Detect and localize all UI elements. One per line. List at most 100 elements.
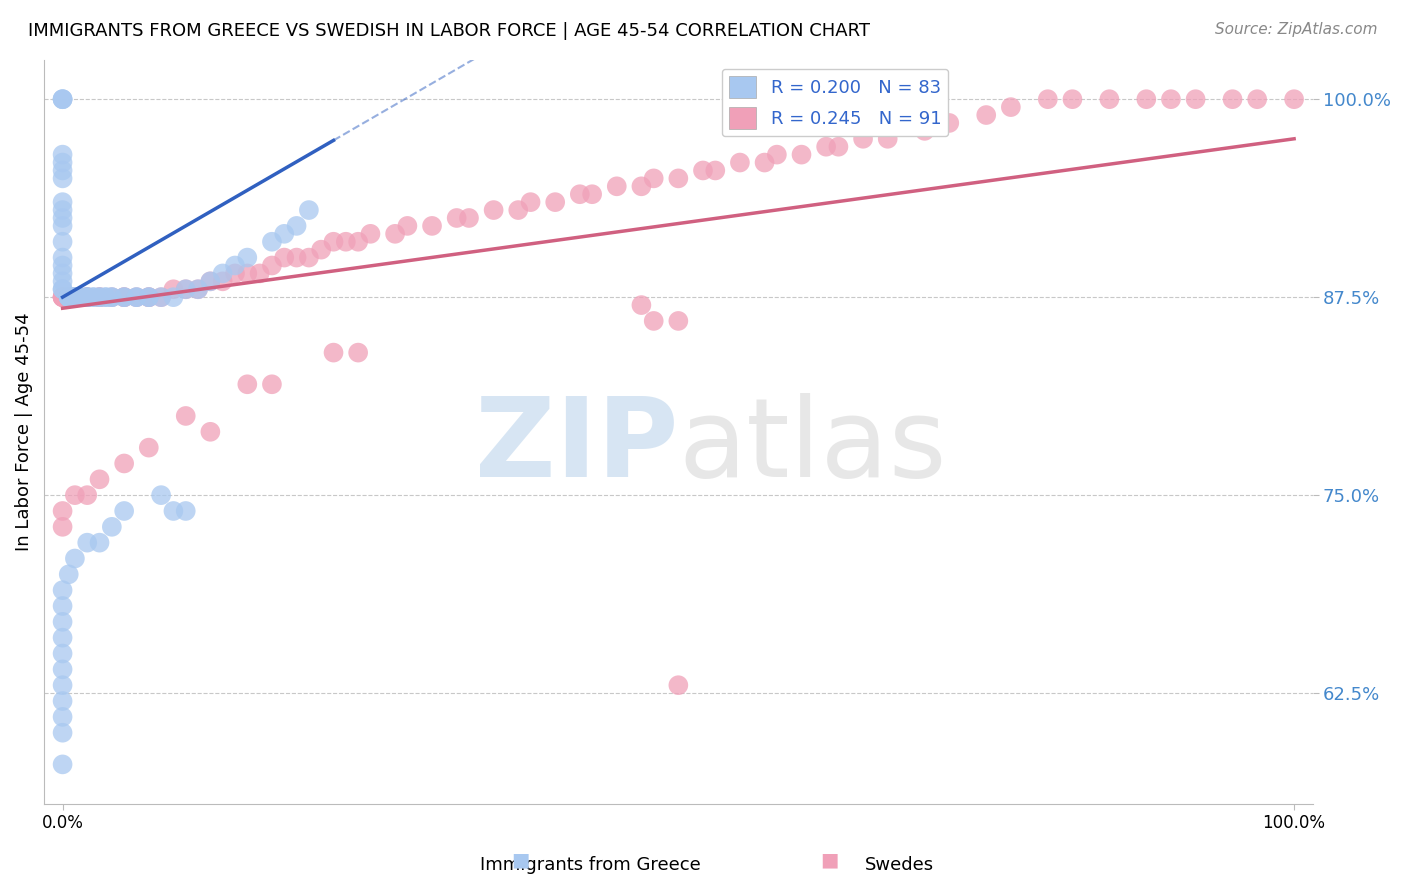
Point: [162, 504, 184, 518]
Point: [150, 488, 173, 502]
Point: [384, 227, 406, 241]
Point: [52, 251, 75, 265]
Point: [52, 583, 75, 598]
Point: [260, 377, 283, 392]
Point: [52, 267, 75, 281]
Point: [89, 290, 111, 304]
Point: [1184, 92, 1206, 106]
Point: [52, 290, 75, 304]
Text: ■: ■: [820, 851, 839, 870]
Point: [211, 267, 233, 281]
Point: [76, 535, 98, 549]
Point: [508, 202, 530, 217]
Point: [89, 290, 111, 304]
Point: [52, 92, 75, 106]
Point: [52, 290, 75, 304]
Point: [58, 290, 80, 304]
Point: [82, 290, 104, 304]
Point: [200, 425, 222, 439]
Point: [70, 290, 93, 304]
Point: [1062, 92, 1084, 106]
Point: [519, 195, 541, 210]
Point: [150, 290, 173, 304]
Point: [63, 290, 86, 304]
Point: [150, 290, 173, 304]
Point: [58, 290, 80, 304]
Point: [125, 290, 148, 304]
Point: [458, 211, 481, 225]
Point: [52, 235, 75, 249]
Point: [63, 290, 86, 304]
Point: [236, 377, 259, 392]
Point: [63, 551, 86, 566]
Point: [58, 290, 80, 304]
Point: [815, 139, 838, 153]
Point: [94, 290, 117, 304]
Point: [1160, 92, 1182, 106]
Point: [914, 124, 936, 138]
Point: [66, 290, 89, 304]
Point: [704, 163, 727, 178]
Point: [211, 274, 233, 288]
Point: [58, 290, 80, 304]
Point: [101, 290, 124, 304]
Point: [70, 290, 93, 304]
Point: [606, 179, 628, 194]
Point: [112, 290, 135, 304]
Point: [112, 290, 135, 304]
Text: Source: ZipAtlas.com: Source: ZipAtlas.com: [1215, 22, 1378, 37]
Point: [66, 290, 89, 304]
Point: [76, 290, 98, 304]
Point: [298, 251, 321, 265]
Point: [544, 195, 567, 210]
Point: [76, 290, 98, 304]
Point: [63, 290, 86, 304]
Point: [876, 132, 898, 146]
Text: ■: ■: [510, 851, 530, 870]
Point: [827, 139, 849, 153]
Point: [581, 187, 603, 202]
Point: [63, 488, 86, 502]
Point: [335, 235, 357, 249]
Point: [174, 504, 197, 518]
Point: [52, 155, 75, 169]
Point: [112, 457, 135, 471]
Point: [52, 647, 75, 661]
Point: [138, 290, 160, 304]
Point: [1098, 92, 1121, 106]
Point: [63, 290, 86, 304]
Point: [309, 243, 332, 257]
Point: [63, 290, 86, 304]
Point: [52, 259, 75, 273]
Point: [52, 92, 75, 106]
Point: [396, 219, 419, 233]
Point: [58, 290, 80, 304]
Point: [666, 678, 689, 692]
Point: [1282, 92, 1305, 106]
Point: [174, 409, 197, 423]
Point: [52, 631, 75, 645]
Point: [347, 345, 370, 359]
Point: [52, 678, 75, 692]
Point: [790, 147, 813, 161]
Point: [52, 195, 75, 210]
Point: [58, 290, 80, 304]
Point: [52, 211, 75, 225]
Point: [101, 520, 124, 534]
Point: [76, 290, 98, 304]
Point: [52, 290, 75, 304]
Point: [630, 179, 652, 194]
Point: [446, 211, 468, 225]
Point: [58, 567, 80, 582]
Point: [52, 147, 75, 161]
Point: [63, 290, 86, 304]
Point: [52, 163, 75, 178]
Text: IMMIGRANTS FROM GREECE VS SWEDISH IN LABOR FORCE | AGE 45-54 CORRELATION CHART: IMMIGRANTS FROM GREECE VS SWEDISH IN LAB…: [28, 22, 870, 40]
Y-axis label: In Labor Force | Age 45-54: In Labor Force | Age 45-54: [15, 312, 32, 551]
Point: [666, 171, 689, 186]
Point: [76, 290, 98, 304]
Point: [938, 116, 960, 130]
Point: [236, 267, 259, 281]
Legend: R = 0.200   N = 83, R = 0.245   N = 91: R = 0.200 N = 83, R = 0.245 N = 91: [721, 69, 949, 136]
Point: [52, 282, 75, 296]
